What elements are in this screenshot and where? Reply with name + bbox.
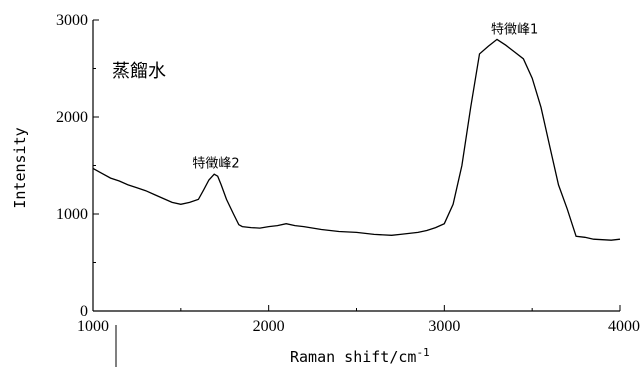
x-axis-label-superscript: -1 — [416, 346, 429, 359]
x-axis-label: Raman shift/cm-1 — [290, 346, 430, 366]
peak-annotation-2: 特徵峰2 — [192, 156, 239, 171]
y-tick-label: 0 — [80, 303, 88, 320]
y-axis-label: Intensity — [11, 127, 29, 208]
x-tick-label: 1000 — [77, 318, 109, 335]
x-axis-label-text: Raman shift/cm — [290, 348, 416, 366]
x-tick-label: 4000 — [608, 318, 640, 335]
peak-annotation-1: 特徵峰1 — [491, 23, 538, 38]
y-tick-label: 1000 — [56, 206, 88, 223]
series-line — [92, 38, 621, 241]
x-tick-label: 2000 — [253, 318, 285, 335]
sample-label: 蒸餾水 — [112, 61, 166, 82]
y-tick-label: 2000 — [56, 109, 88, 126]
x-tick-label: 3000 — [428, 318, 460, 335]
y-tick-label: 3000 — [56, 12, 88, 29]
